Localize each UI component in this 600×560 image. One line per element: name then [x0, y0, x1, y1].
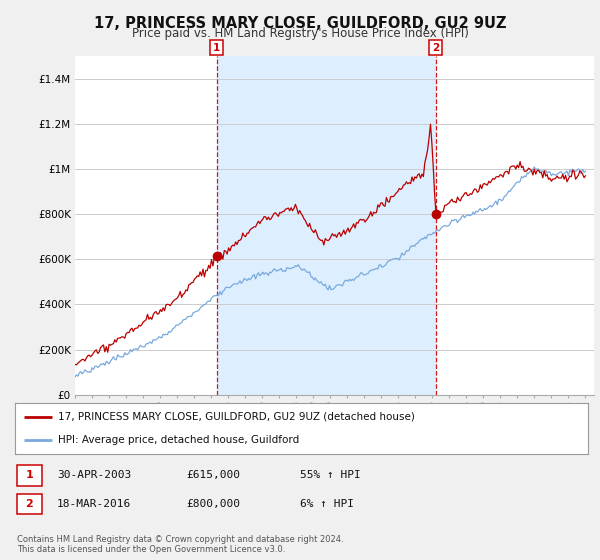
Bar — [217, 56, 436, 395]
Text: Contains HM Land Registry data © Crown copyright and database right 2024.: Contains HM Land Registry data © Crown c… — [17, 535, 343, 544]
Text: £615,000: £615,000 — [186, 470, 240, 480]
Text: This data is licensed under the Open Government Licence v3.0.: This data is licensed under the Open Gov… — [17, 545, 285, 554]
Text: HPI: Average price, detached house, Guildford: HPI: Average price, detached house, Guil… — [58, 435, 299, 445]
Text: 2: 2 — [432, 43, 440, 53]
Text: 17, PRINCESS MARY CLOSE, GUILDFORD, GU2 9UZ (detached house): 17, PRINCESS MARY CLOSE, GUILDFORD, GU2 … — [58, 412, 415, 422]
Text: 17, PRINCESS MARY CLOSE, GUILDFORD, GU2 9UZ: 17, PRINCESS MARY CLOSE, GUILDFORD, GU2 … — [94, 16, 506, 31]
Text: 55% ↑ HPI: 55% ↑ HPI — [300, 470, 361, 480]
Text: Price paid vs. HM Land Registry's House Price Index (HPI): Price paid vs. HM Land Registry's House … — [131, 27, 469, 40]
Text: 1: 1 — [26, 470, 33, 480]
Text: 30-APR-2003: 30-APR-2003 — [57, 470, 131, 480]
Text: 6% ↑ HPI: 6% ↑ HPI — [300, 499, 354, 509]
Text: 1: 1 — [213, 43, 220, 53]
Text: 2: 2 — [26, 499, 33, 509]
Text: 18-MAR-2016: 18-MAR-2016 — [57, 499, 131, 509]
Text: £800,000: £800,000 — [186, 499, 240, 509]
